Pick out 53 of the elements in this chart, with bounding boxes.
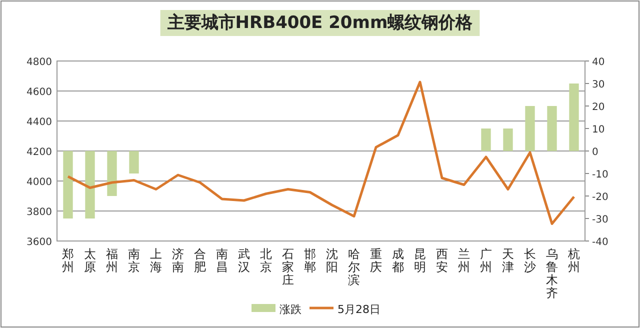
x-tick-label: 天津 (502, 247, 514, 274)
bar (107, 151, 117, 196)
y2-tick-label: 20 (592, 102, 605, 113)
bar (63, 151, 73, 218)
legend-label: 5月28日 (338, 303, 380, 316)
y-tick-label: 4200 (26, 147, 52, 158)
x-tick-label: 南昌 (216, 247, 228, 274)
bar (525, 106, 535, 151)
x-tick-label: 福州 (106, 247, 118, 274)
x-tick-label: 太原 (84, 247, 96, 274)
x-tick-label: 长沙 (524, 247, 536, 274)
y-tick-label: 4800 (26, 57, 52, 68)
y2-tick-label: 10 (592, 124, 605, 136)
x-tick-label: 合肥 (194, 247, 206, 274)
legend-label: 涨跌 (280, 303, 302, 316)
chart-title: 主要城市HRB400E 20mm螺纹钢价格 (166, 13, 474, 33)
bar (85, 151, 95, 218)
y-tick-label: 4600 (26, 87, 52, 98)
x-tick-label: 成都 (392, 247, 404, 274)
y2-tick-label: -10 (592, 170, 608, 180)
x-tick-label: 昆明 (414, 247, 426, 274)
y-tick-label: 4400 (26, 117, 52, 128)
x-tick-label: 武汉 (238, 247, 250, 274)
y2-tick-label: 40 (592, 57, 605, 68)
x-tick-label: 北京 (260, 247, 272, 274)
x-tick-label: 邯郸 (304, 247, 316, 274)
x-tick-label: 南京 (128, 247, 140, 274)
x-tick-label: 哈尔滨 (348, 247, 360, 287)
bar (547, 106, 557, 151)
bar (503, 128, 513, 151)
y-tick-label: 3800 (26, 207, 52, 218)
x-tick-label: 石家庄 (282, 247, 294, 287)
x-tick-label: 西安 (436, 247, 448, 274)
x-tick-label: 济南 (172, 247, 184, 274)
x-tick-label: 广州 (480, 247, 492, 274)
y-tick-label: 3600 (26, 237, 52, 248)
x-tick-label: 乌鲁木齐 (546, 247, 558, 300)
x-tick-label: 上海 (150, 247, 162, 274)
bar (129, 151, 139, 174)
x-tick-label: 沈阳 (326, 247, 338, 274)
y-tick-label: 4000 (26, 177, 52, 188)
x-tick-label: 重庆 (370, 247, 382, 274)
y2-tick-label: -40 (592, 237, 608, 248)
y2-tick-label: -30 (592, 214, 608, 226)
x-tick-label: 杭州 (567, 247, 580, 274)
y2-tick-label: -20 (592, 192, 608, 203)
y2-tick-label: 30 (592, 80, 605, 90)
line-series (66, 80, 576, 225)
x-tick-label: 兰州 (458, 247, 470, 274)
x-tick-label: 郑州 (62, 247, 74, 274)
y2-tick-label: 0 (592, 147, 598, 158)
bar (569, 84, 579, 151)
bar (481, 128, 491, 151)
